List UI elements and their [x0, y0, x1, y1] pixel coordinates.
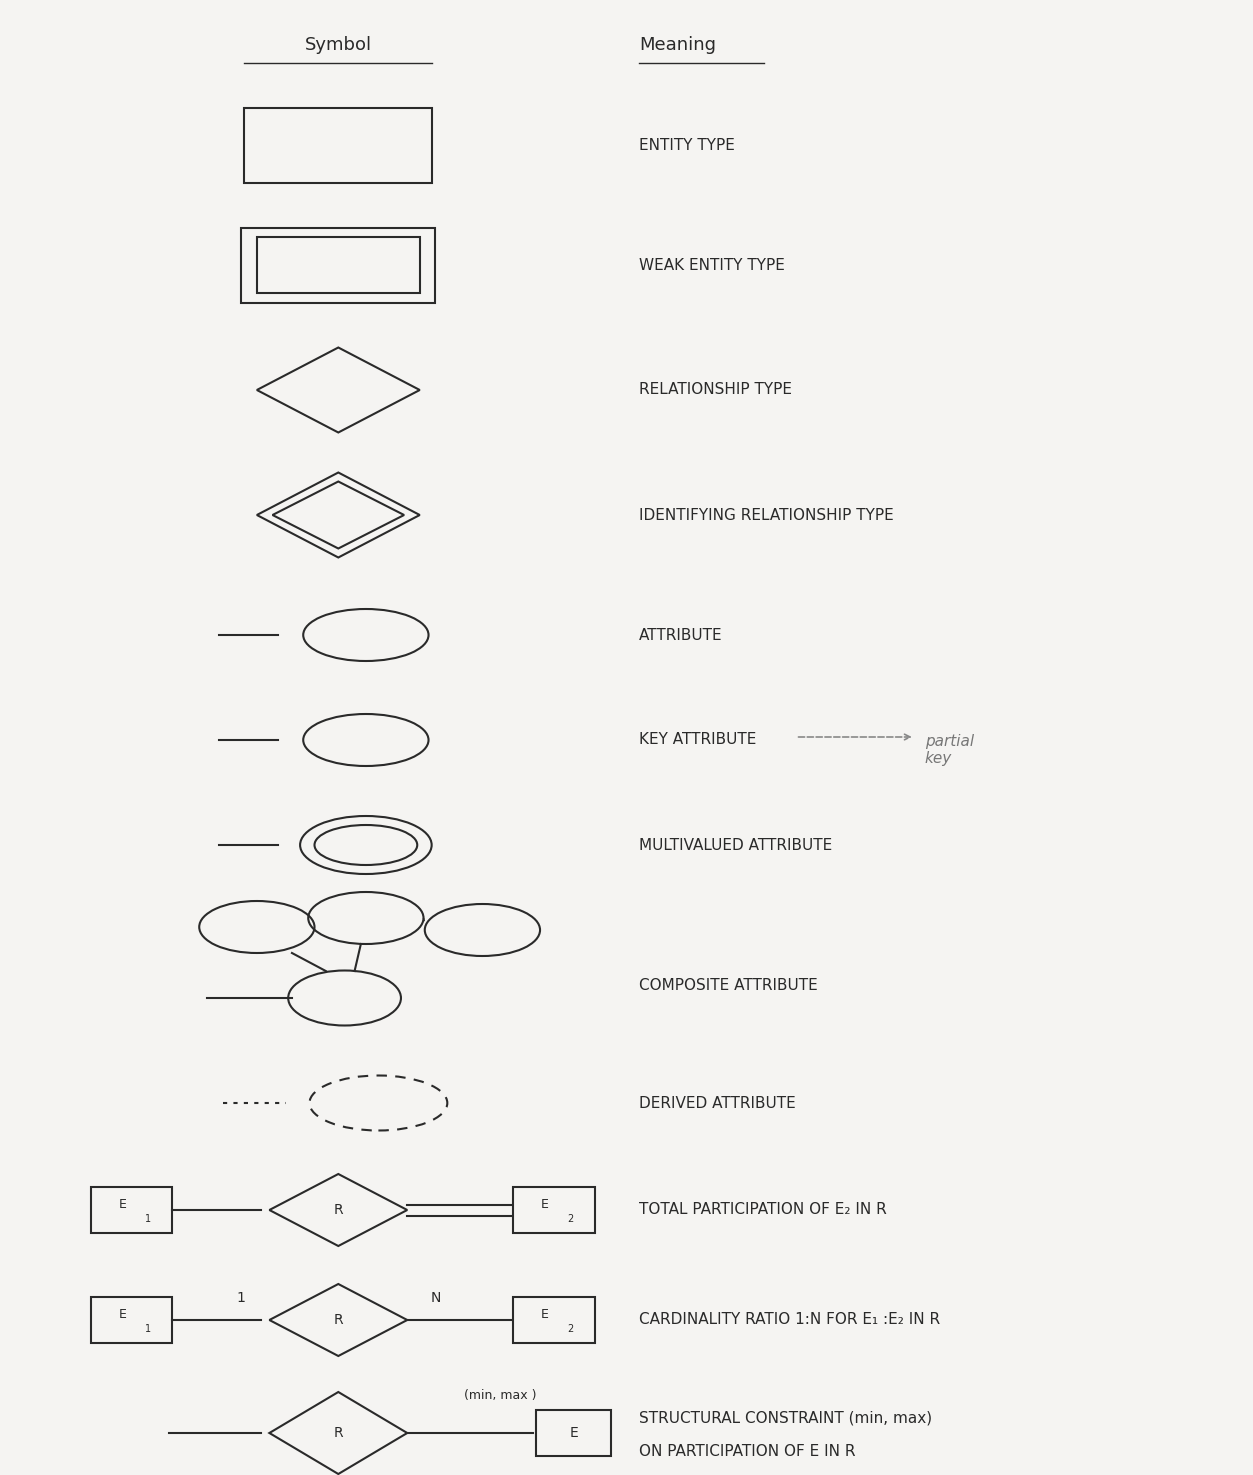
Text: ATTRIBUTE: ATTRIBUTE: [639, 627, 723, 643]
Bar: [242, 227, 436, 302]
Bar: [91, 1297, 173, 1344]
Text: CARDINALITY RATIO 1:N FOR E₁ :E₂ IN R: CARDINALITY RATIO 1:N FOR E₁ :E₂ IN R: [639, 1313, 940, 1328]
Text: Symbol: Symbol: [304, 35, 372, 55]
Text: (min, max ): (min, max ): [464, 1388, 536, 1401]
Text: MULTIVALUED ATTRIBUTE: MULTIVALUED ATTRIBUTE: [639, 838, 832, 853]
Text: TOTAL PARTICIPATION OF E₂ IN R: TOTAL PARTICIPATION OF E₂ IN R: [639, 1202, 887, 1217]
Text: ENTITY TYPE: ENTITY TYPE: [639, 137, 736, 152]
Text: R: R: [333, 1313, 343, 1328]
Bar: [536, 1410, 611, 1456]
Bar: [91, 1187, 173, 1233]
Bar: [257, 237, 420, 292]
Bar: [514, 1187, 595, 1233]
Text: KEY ATTRIBUTE: KEY ATTRIBUTE: [639, 733, 757, 748]
Text: E: E: [119, 1199, 127, 1211]
Text: COMPOSITE ATTRIBUTE: COMPOSITE ATTRIBUTE: [639, 978, 818, 993]
Text: partial
key: partial key: [925, 733, 974, 766]
Text: E: E: [570, 1426, 578, 1440]
Text: E: E: [119, 1308, 127, 1322]
Text: DERIVED ATTRIBUTE: DERIVED ATTRIBUTE: [639, 1096, 796, 1111]
Text: Meaning: Meaning: [639, 35, 715, 55]
Text: 2: 2: [568, 1325, 573, 1333]
Text: R: R: [333, 1426, 343, 1440]
Bar: [244, 108, 432, 183]
Text: ON PARTICIPATION OF E IN R: ON PARTICIPATION OF E IN R: [639, 1444, 856, 1459]
Text: 1: 1: [145, 1214, 150, 1224]
Text: N: N: [431, 1291, 441, 1305]
Text: E: E: [541, 1308, 549, 1322]
Text: R: R: [333, 1204, 343, 1217]
Text: 2: 2: [568, 1214, 573, 1224]
Text: 1: 1: [145, 1325, 150, 1333]
Text: RELATIONSHIP TYPE: RELATIONSHIP TYPE: [639, 382, 792, 397]
Text: STRUCTURAL CONSTRAINT (min, max): STRUCTURAL CONSTRAINT (min, max): [639, 1410, 932, 1425]
Text: WEAK ENTITY TYPE: WEAK ENTITY TYPE: [639, 258, 784, 273]
Text: 1: 1: [236, 1291, 246, 1305]
Text: E: E: [541, 1199, 549, 1211]
Text: IDENTIFYING RELATIONSHIP TYPE: IDENTIFYING RELATIONSHIP TYPE: [639, 507, 893, 522]
Bar: [514, 1297, 595, 1344]
